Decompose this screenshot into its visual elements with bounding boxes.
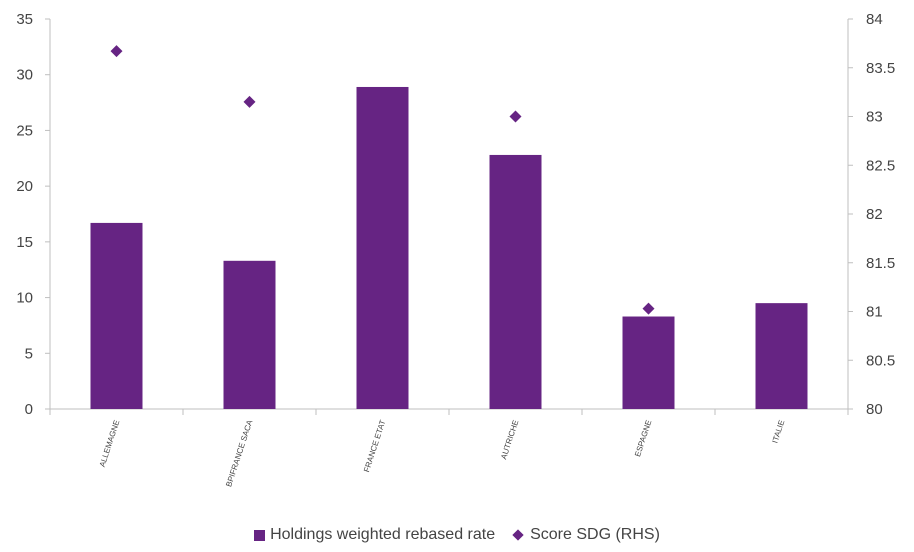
right-axis-tick-label: 84	[866, 11, 883, 28]
right-axis-tick-label: 83	[866, 109, 883, 126]
score-marker	[642, 302, 655, 315]
left-axis-tick-label: 25	[16, 122, 33, 139]
bar	[90, 222, 143, 409]
right-axis-tick-label: 80	[866, 401, 883, 418]
category-labels: ALLEMAGNE BPIFRANCE SACA FRANCE ETAT AUTRIC…	[98, 418, 787, 488]
bar	[356, 86, 409, 409]
score-marker	[509, 110, 522, 123]
right-axis-tick-label: 81	[866, 304, 883, 321]
category-label: BPIFRANCE SACA	[224, 418, 254, 488]
bar	[622, 316, 675, 409]
category-label: FRANCE ETAT	[362, 419, 387, 474]
category-label: ITALIE	[770, 419, 786, 444]
left-axis-tick-label: 20	[16, 178, 33, 195]
left-axis-tick-label: 10	[16, 290, 33, 307]
category-label: ALLEMAGNE	[98, 419, 122, 468]
right-axis-tick-label: 80.5	[866, 352, 895, 369]
score-marker	[110, 45, 123, 58]
legend-swatch-bar	[254, 529, 266, 541]
marker-series	[110, 45, 655, 315]
score-marker	[243, 95, 256, 108]
chart-axes	[49, 19, 849, 415]
bar-series	[90, 86, 808, 409]
left-axis-ticks: 0 5 10 15 20 25 30 35	[16, 11, 50, 418]
bar	[755, 303, 808, 409]
right-axis-tick-label: 83.5	[866, 60, 895, 77]
right-axis-tick-label: 82.5	[866, 157, 895, 174]
legend-item-markers: Score SDG (RHS)	[511, 526, 660, 544]
left-axis-tick-label: 30	[16, 67, 33, 84]
legend: Holdings weighted rebased rate Score SDG…	[0, 526, 914, 544]
right-axis-tick-label: 81.5	[866, 255, 895, 272]
category-label: ESPAGNE	[633, 419, 653, 458]
bar	[223, 260, 276, 409]
left-axis-tick-label: 0	[25, 401, 33, 418]
bar	[489, 154, 542, 409]
left-axis-tick-label: 15	[16, 234, 33, 251]
legend-label-markers: Score SDG (RHS)	[530, 526, 660, 543]
right-axis-tick-label: 82	[866, 206, 883, 223]
right-axis-ticks: 80 80.5 81 81.5 82 82.5 83 83.5 84	[848, 11, 895, 418]
legend-label-bars: Holdings weighted rebased rate	[270, 526, 496, 543]
left-axis-tick-label: 35	[16, 11, 33, 28]
left-axis-tick-label: 5	[25, 345, 33, 362]
legend-item-bars: Holdings weighted rebased rate	[254, 526, 495, 544]
legend-swatch-diamond	[512, 529, 524, 541]
category-label: AUTRICHE	[499, 419, 520, 461]
